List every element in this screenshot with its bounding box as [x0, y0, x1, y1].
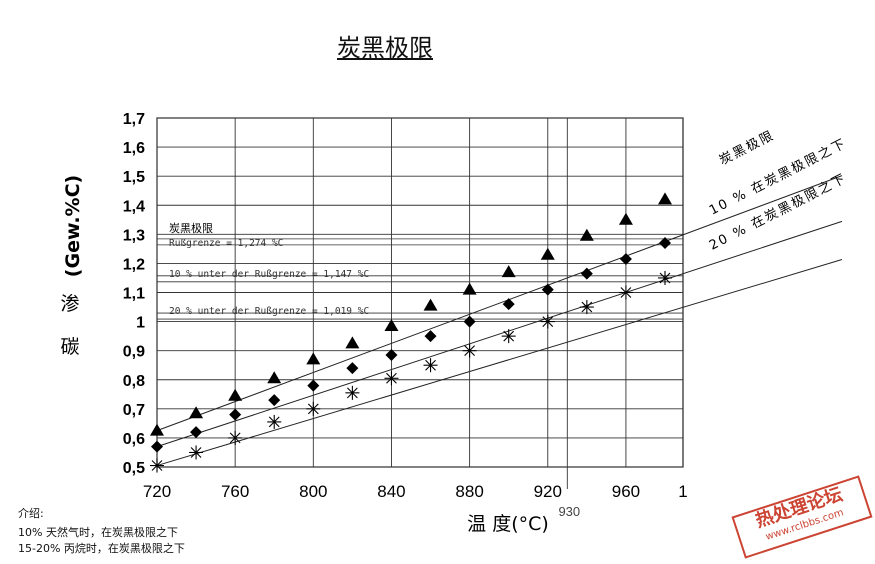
star-marker — [579, 300, 594, 315]
diamond-marker — [659, 237, 671, 250]
series-line — [156, 259, 843, 467]
x-tick-label: 840 — [377, 482, 405, 501]
y-tick-label: 1,5 — [123, 169, 145, 186]
y-axis-char: 碳 — [60, 336, 79, 358]
x-tick-label: 760 — [221, 482, 249, 501]
diamond-marker — [190, 426, 203, 439]
diamond-marker — [541, 283, 554, 296]
star-stroke — [346, 387, 358, 399]
y-tick-label: 1 — [136, 315, 145, 332]
x-extra-label: 930 — [558, 504, 580, 519]
triangle-marker — [384, 318, 399, 331]
star-stroke — [151, 460, 163, 471]
triangle-marker — [462, 282, 477, 295]
y-tick-label: 1,4 — [123, 198, 145, 215]
triangle-marker — [540, 247, 555, 260]
y-tick-label: 0,6 — [123, 431, 145, 448]
diamond-marker — [502, 298, 515, 311]
reference-line-top-label: 炭黑极限 — [169, 221, 213, 235]
series-line — [156, 220, 843, 448]
diamond-marker — [424, 330, 437, 343]
star-marker — [306, 401, 321, 416]
diamond-marker — [580, 267, 593, 280]
series-label: 炭黑极限 — [717, 128, 777, 169]
diamond-marker — [463, 315, 476, 328]
star-marker — [423, 358, 438, 373]
triangle-marker — [306, 352, 321, 365]
y-tick-label: 0,5 — [123, 460, 145, 477]
star-stroke — [425, 359, 436, 371]
star-stroke — [307, 403, 319, 415]
y-tick-label: 1,2 — [123, 256, 145, 273]
star-marker — [501, 329, 516, 344]
star-stroke — [503, 330, 515, 342]
page-title: 炭黑极限 — [337, 34, 433, 62]
diamond-marker — [307, 379, 320, 392]
star-stroke — [659, 272, 671, 284]
triangle-marker — [618, 212, 633, 225]
star-stroke — [464, 345, 476, 357]
footnote-heading: 介绍: — [18, 507, 44, 520]
star-marker — [384, 371, 399, 386]
y-tick-label: 0,9 — [123, 344, 145, 361]
star-stroke — [542, 316, 554, 327]
reference-line-label: 10 % unter der Rußgrenze = 1,147 %C — [169, 269, 369, 280]
y-tick-label: 1,7 — [123, 111, 145, 128]
star-marker — [462, 343, 477, 358]
x-tick-label: 920 — [534, 482, 562, 501]
diamond-marker — [346, 362, 359, 375]
x-tick-label: 1 — [678, 482, 687, 501]
triangle-marker — [501, 265, 516, 278]
x-tick-label: 720 — [143, 482, 171, 501]
diamond-marker — [151, 440, 163, 453]
triangle-marker — [423, 298, 438, 311]
star-stroke — [386, 372, 397, 384]
x-axis-label: 温 度(°C) — [467, 513, 549, 535]
footnote-line-2: 15-20% 丙烷时，在炭黑极限之下 — [18, 542, 185, 555]
diamond-marker — [268, 394, 281, 407]
star-stroke — [190, 447, 202, 458]
diamond-marker — [385, 349, 398, 362]
triangle-marker — [150, 423, 164, 436]
triangle-marker — [267, 371, 282, 384]
x-tick-label: 960 — [612, 482, 640, 501]
y-tick-label: 0,8 — [123, 373, 145, 390]
star-marker — [658, 270, 672, 285]
star-marker — [618, 285, 633, 300]
diamond-marker — [619, 253, 632, 266]
star-marker — [267, 414, 282, 429]
x-tick-label: 800 — [299, 482, 327, 501]
star-stroke — [581, 301, 593, 313]
reference-line-label: Rußgrenze = 1,274 %C — [169, 238, 283, 249]
star-stroke — [229, 432, 241, 444]
star-marker — [150, 458, 164, 473]
y-axis-char: 渗 — [60, 293, 79, 315]
triangle-marker — [658, 192, 672, 205]
diamond-marker — [229, 408, 242, 421]
reference-line-label: 20 % unter der Rußgrenze = 1,019 %C — [169, 306, 369, 317]
triangle-marker — [189, 406, 204, 419]
star-stroke — [620, 287, 632, 298]
triangle-marker — [579, 228, 594, 241]
y-tick-label: 1,6 — [123, 140, 145, 157]
x-tick-label: 880 — [455, 482, 483, 501]
star-marker — [189, 445, 204, 460]
series-line — [156, 175, 843, 432]
y-axis-unit: (Gew.%C) — [62, 175, 84, 277]
triangle-marker — [345, 336, 360, 349]
y-tick-label: 1,3 — [123, 227, 145, 244]
y-tick-label: 0,7 — [123, 402, 145, 419]
star-marker — [345, 385, 360, 400]
star-marker — [540, 314, 555, 329]
star-stroke — [268, 416, 280, 428]
star-marker — [228, 430, 243, 445]
triangle-marker — [228, 388, 243, 401]
y-tick-label: 1,1 — [123, 286, 145, 303]
footnote-line-1: 10% 天然气时，在炭黑极限之下 — [18, 526, 178, 539]
